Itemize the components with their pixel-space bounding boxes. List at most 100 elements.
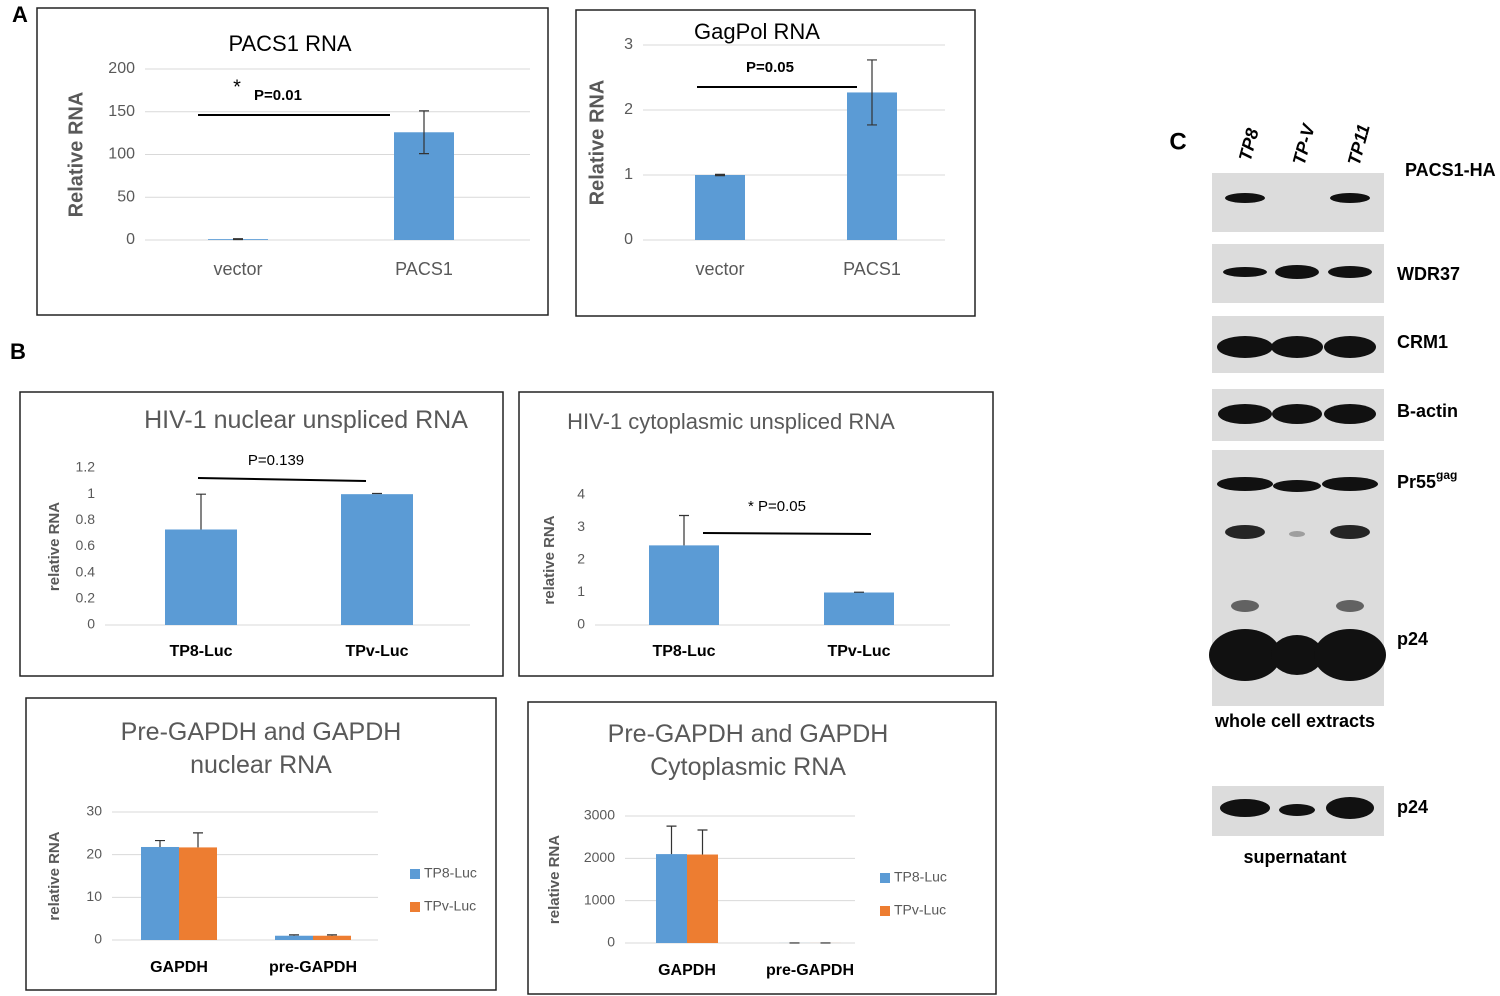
error-bar bbox=[666, 825, 677, 855]
annotation: P=0.05 bbox=[746, 59, 794, 76]
y-tick-label: 20 bbox=[86, 845, 102, 861]
y-axis-label: relative RNA bbox=[46, 502, 63, 591]
error-bar bbox=[679, 514, 689, 546]
error-bar bbox=[419, 110, 429, 155]
y-tick-label: 0 bbox=[624, 231, 633, 248]
panel-label: A bbox=[12, 2, 28, 27]
chart-title: HIV-1 cytoplasmic unspliced RNA bbox=[567, 409, 895, 434]
blot-caption: whole cell extracts bbox=[1214, 711, 1375, 731]
x-tick-label: TPv-Luc bbox=[827, 643, 890, 660]
panel-label: C bbox=[1169, 128, 1186, 155]
bar bbox=[141, 846, 179, 940]
y-tick-label: 0 bbox=[87, 616, 95, 632]
y-tick-label: 0.4 bbox=[76, 563, 96, 579]
band-label-sup: gag bbox=[1436, 468, 1457, 482]
y-tick-label: 1 bbox=[87, 485, 95, 501]
blot-caption: supernatant bbox=[1243, 847, 1346, 867]
blot-band bbox=[1322, 477, 1378, 491]
chart-title: HIV-1 nuclear unspliced RNA bbox=[144, 406, 468, 434]
legend-label: TP8-Luc bbox=[894, 869, 947, 885]
y-tick-label: 1000 bbox=[584, 891, 615, 907]
blot-band bbox=[1271, 336, 1323, 358]
band-label: Pr55gag bbox=[1397, 468, 1457, 492]
chart-frame bbox=[518, 391, 994, 677]
y-tick-label: 2 bbox=[577, 551, 585, 567]
error-bar bbox=[867, 59, 877, 126]
error-bar bbox=[233, 238, 243, 241]
error-bar bbox=[697, 829, 708, 855]
blot-band bbox=[1275, 265, 1319, 279]
legend-swatch bbox=[410, 902, 420, 912]
y-tick-label: 0.2 bbox=[76, 590, 96, 606]
bar bbox=[341, 494, 413, 625]
blot-band bbox=[1324, 404, 1376, 424]
y-tick-label: 4 bbox=[577, 486, 585, 502]
chart-frame bbox=[25, 697, 497, 991]
blot-band bbox=[1225, 193, 1265, 203]
y-tick-label: 0.6 bbox=[76, 537, 96, 553]
error-bar bbox=[715, 173, 725, 177]
lane-label: TP11 bbox=[1344, 122, 1374, 167]
band-label-main: Pr55 bbox=[1397, 472, 1436, 492]
blot-band bbox=[1279, 804, 1315, 816]
y-tick-label: 200 bbox=[108, 60, 135, 77]
y-tick-label: 1 bbox=[577, 583, 585, 599]
y-tick-label: 0 bbox=[94, 931, 102, 947]
y-tick-label: 30 bbox=[86, 803, 102, 819]
annotation: * P=0.05 bbox=[748, 498, 806, 515]
chart-frame bbox=[36, 7, 549, 316]
blot-band bbox=[1209, 629, 1281, 681]
blot-band bbox=[1217, 477, 1273, 491]
y-tick-label: 0 bbox=[126, 231, 135, 248]
x-tick-label: TP8-Luc bbox=[652, 643, 715, 660]
x-tick-label: pre-GAPDH bbox=[269, 959, 357, 976]
x-tick-label: TPv-Luc bbox=[345, 643, 408, 660]
chart-title: GagPol RNA bbox=[694, 19, 820, 44]
y-tick-label: 3 bbox=[577, 518, 585, 534]
legend-swatch bbox=[880, 873, 890, 883]
band-label: B-actin bbox=[1397, 401, 1458, 421]
error-bar bbox=[196, 493, 206, 530]
blot-band bbox=[1231, 600, 1259, 612]
y-tick-label: 10 bbox=[86, 888, 102, 904]
x-tick-label: TP8-Luc bbox=[169, 643, 232, 660]
blot-band bbox=[1324, 336, 1376, 358]
y-axis-label: Relative RNA bbox=[586, 80, 608, 206]
band-label: CRM1 bbox=[1397, 332, 1448, 352]
annotation: * bbox=[233, 76, 241, 98]
y-tick-label: 150 bbox=[108, 103, 135, 120]
chart-title: PACS1 RNA bbox=[228, 31, 352, 56]
chart-title: Pre-GAPDH and GAPDH Cytoplasmic RNA bbox=[607, 720, 889, 781]
x-tick-label: vector bbox=[213, 259, 262, 279]
blot-band bbox=[1330, 525, 1370, 539]
significance-line bbox=[702, 532, 872, 535]
blot-band bbox=[1217, 336, 1273, 358]
chart-frame bbox=[19, 391, 504, 677]
y-tick-label: 3000 bbox=[584, 807, 615, 823]
bar bbox=[275, 935, 313, 940]
lane-label: TP-V bbox=[1289, 120, 1319, 167]
blot-band bbox=[1273, 480, 1321, 492]
lane-label: TP8 bbox=[1235, 126, 1263, 163]
bar bbox=[649, 545, 719, 625]
legend-label: TP8-Luc bbox=[424, 865, 477, 881]
legend-swatch bbox=[880, 906, 890, 916]
bar bbox=[165, 529, 237, 625]
bar bbox=[824, 592, 894, 625]
blot-band bbox=[1220, 799, 1270, 817]
significance-line bbox=[197, 477, 367, 482]
x-tick-label: GAPDH bbox=[658, 962, 716, 979]
x-tick-label: vector bbox=[695, 259, 744, 279]
error-bar bbox=[289, 934, 299, 936]
band-label: p24 bbox=[1397, 629, 1428, 649]
annotation: P=0.01 bbox=[254, 87, 302, 104]
y-axis-label: relative RNA bbox=[546, 835, 563, 924]
error-bar bbox=[327, 934, 337, 936]
blot-band bbox=[1330, 193, 1370, 203]
blot-band bbox=[1223, 267, 1267, 277]
annotation: P=0.139 bbox=[248, 452, 304, 469]
x-tick-label: pre-GAPDH bbox=[766, 962, 854, 979]
y-tick-label: 50 bbox=[117, 188, 135, 205]
